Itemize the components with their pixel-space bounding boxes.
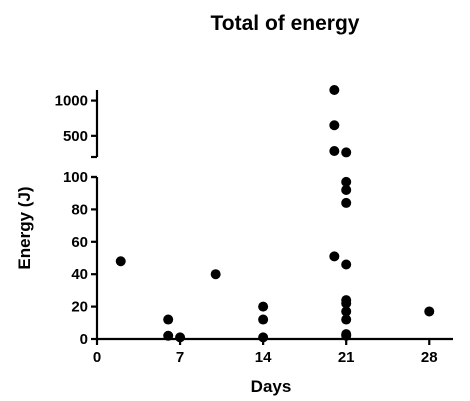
x-tick-label: 0 (93, 349, 101, 366)
axes (91, 90, 453, 341)
ticks: 0 20 40 60 80 100 500 1000 0 7 14 21 28 (55, 93, 438, 366)
data-point (341, 147, 352, 158)
data-point (258, 301, 269, 312)
chart-title: Total of energy (211, 12, 360, 35)
data-point (424, 306, 435, 317)
data-point (329, 146, 340, 157)
data-point (115, 256, 126, 267)
data-point (175, 332, 186, 343)
y-tick-label: 20 (71, 299, 88, 316)
data-point (341, 306, 352, 317)
data-point (341, 176, 352, 187)
y-tick-label: 100 (63, 169, 88, 186)
data-point (341, 259, 352, 270)
data-point (258, 332, 269, 343)
data-point (329, 251, 340, 262)
data-point (341, 197, 352, 208)
x-axis-label: Days (251, 377, 292, 396)
data-points (115, 85, 435, 343)
data-point (163, 314, 174, 325)
data-point (329, 85, 340, 95)
y-tick-label: 40 (71, 266, 88, 283)
data-point (329, 120, 340, 131)
y-tick-label: 500 (63, 128, 88, 145)
data-point (258, 314, 269, 325)
y-axis-label: Energy (J) (15, 186, 34, 269)
data-point (163, 330, 174, 341)
y-tick-label: 1000 (55, 93, 88, 110)
data-point (341, 314, 352, 325)
data-point (341, 298, 352, 309)
y-tick-label: 0 (80, 331, 88, 348)
y-tick-label: 80 (71, 201, 88, 218)
data-point (210, 269, 221, 280)
x-tick-label: 21 (338, 349, 355, 366)
y-tick-label: 60 (71, 234, 88, 251)
y-axis-label-group: Energy (J) (15, 186, 34, 269)
data-point (341, 330, 352, 341)
x-tick-label: 7 (176, 349, 184, 366)
x-tick-label: 14 (255, 349, 272, 366)
x-tick-label: 28 (421, 349, 438, 366)
data-point (341, 184, 352, 195)
